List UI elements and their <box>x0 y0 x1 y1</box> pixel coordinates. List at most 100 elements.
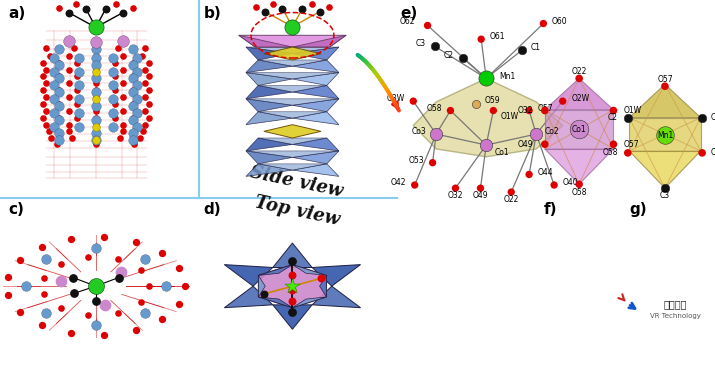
Point <box>80 5 92 12</box>
Point <box>314 9 325 15</box>
Point <box>90 60 102 66</box>
Point <box>37 101 49 107</box>
Polygon shape <box>292 35 346 47</box>
Point <box>174 301 185 307</box>
Text: O1W: O1W <box>500 112 518 121</box>
Polygon shape <box>258 265 327 308</box>
Point <box>14 309 26 315</box>
Point <box>135 267 147 273</box>
Point <box>53 137 64 143</box>
Point <box>127 101 139 107</box>
Point <box>43 128 54 134</box>
Polygon shape <box>292 99 339 112</box>
Point <box>53 101 64 107</box>
Text: O22: O22 <box>503 195 519 203</box>
Point <box>174 265 185 272</box>
Point <box>117 53 129 59</box>
Point <box>132 82 143 89</box>
Point <box>39 291 50 298</box>
Polygon shape <box>258 60 327 66</box>
Polygon shape <box>292 265 327 276</box>
Point <box>457 55 468 61</box>
Text: O3W: O3W <box>386 94 405 103</box>
Point <box>287 258 298 264</box>
Point <box>117 128 129 134</box>
Point <box>63 122 74 128</box>
Point <box>41 67 52 73</box>
Point <box>297 5 308 12</box>
Point <box>130 239 142 245</box>
Point <box>139 122 151 128</box>
Point <box>49 123 60 130</box>
Point <box>117 94 129 100</box>
Point <box>323 4 335 11</box>
Point <box>46 135 57 141</box>
Point <box>258 291 270 297</box>
Point <box>36 322 48 328</box>
Point <box>53 130 64 136</box>
Polygon shape <box>246 99 339 105</box>
Polygon shape <box>246 151 292 164</box>
Point <box>44 53 56 59</box>
Point <box>306 1 317 7</box>
Point <box>287 283 298 289</box>
Point <box>250 4 262 11</box>
Text: O44: O44 <box>538 168 553 176</box>
Text: C2: C2 <box>444 51 454 60</box>
Point <box>117 67 129 73</box>
Text: O42: O42 <box>390 178 406 187</box>
Point <box>132 123 143 130</box>
Text: g): g) <box>629 202 647 217</box>
Point <box>71 60 82 66</box>
Point <box>139 108 151 114</box>
Point <box>90 45 102 51</box>
Point <box>51 141 63 147</box>
Text: Mn1: Mn1 <box>657 131 673 140</box>
Point <box>2 274 14 280</box>
Point <box>132 110 143 116</box>
Text: Co2: Co2 <box>545 127 559 136</box>
Polygon shape <box>264 47 321 60</box>
Text: e): e) <box>400 6 418 21</box>
Text: O61: O61 <box>490 32 506 40</box>
Point <box>90 62 102 68</box>
Polygon shape <box>545 149 613 184</box>
Text: c): c) <box>9 202 24 217</box>
Point <box>132 55 143 61</box>
Point <box>287 298 298 304</box>
Point <box>37 73 49 80</box>
Point <box>63 128 74 134</box>
Point <box>696 114 708 121</box>
Text: Side view: Side view <box>249 163 345 201</box>
Point <box>73 96 84 102</box>
Point <box>136 53 147 59</box>
Point <box>90 87 102 93</box>
Point <box>107 55 119 61</box>
Point <box>127 137 139 143</box>
Point <box>129 141 140 147</box>
Text: O59: O59 <box>485 96 500 105</box>
Point <box>287 287 298 293</box>
Polygon shape <box>312 286 360 308</box>
Polygon shape <box>413 78 563 157</box>
Point <box>696 150 708 156</box>
Polygon shape <box>292 73 339 85</box>
Polygon shape <box>312 265 360 286</box>
Point <box>66 135 77 141</box>
Point <box>53 46 64 52</box>
Point <box>608 141 619 147</box>
Polygon shape <box>239 35 292 47</box>
Polygon shape <box>629 84 701 118</box>
Point <box>430 131 442 137</box>
Point <box>90 137 102 143</box>
Point <box>422 22 433 29</box>
Text: C1: C1 <box>531 44 541 52</box>
Text: O60: O60 <box>552 17 568 25</box>
Point <box>539 141 551 147</box>
Point <box>37 60 49 66</box>
Point <box>66 236 77 242</box>
Point <box>99 302 111 308</box>
Point <box>143 60 154 66</box>
Polygon shape <box>292 85 339 99</box>
Point <box>143 114 154 121</box>
